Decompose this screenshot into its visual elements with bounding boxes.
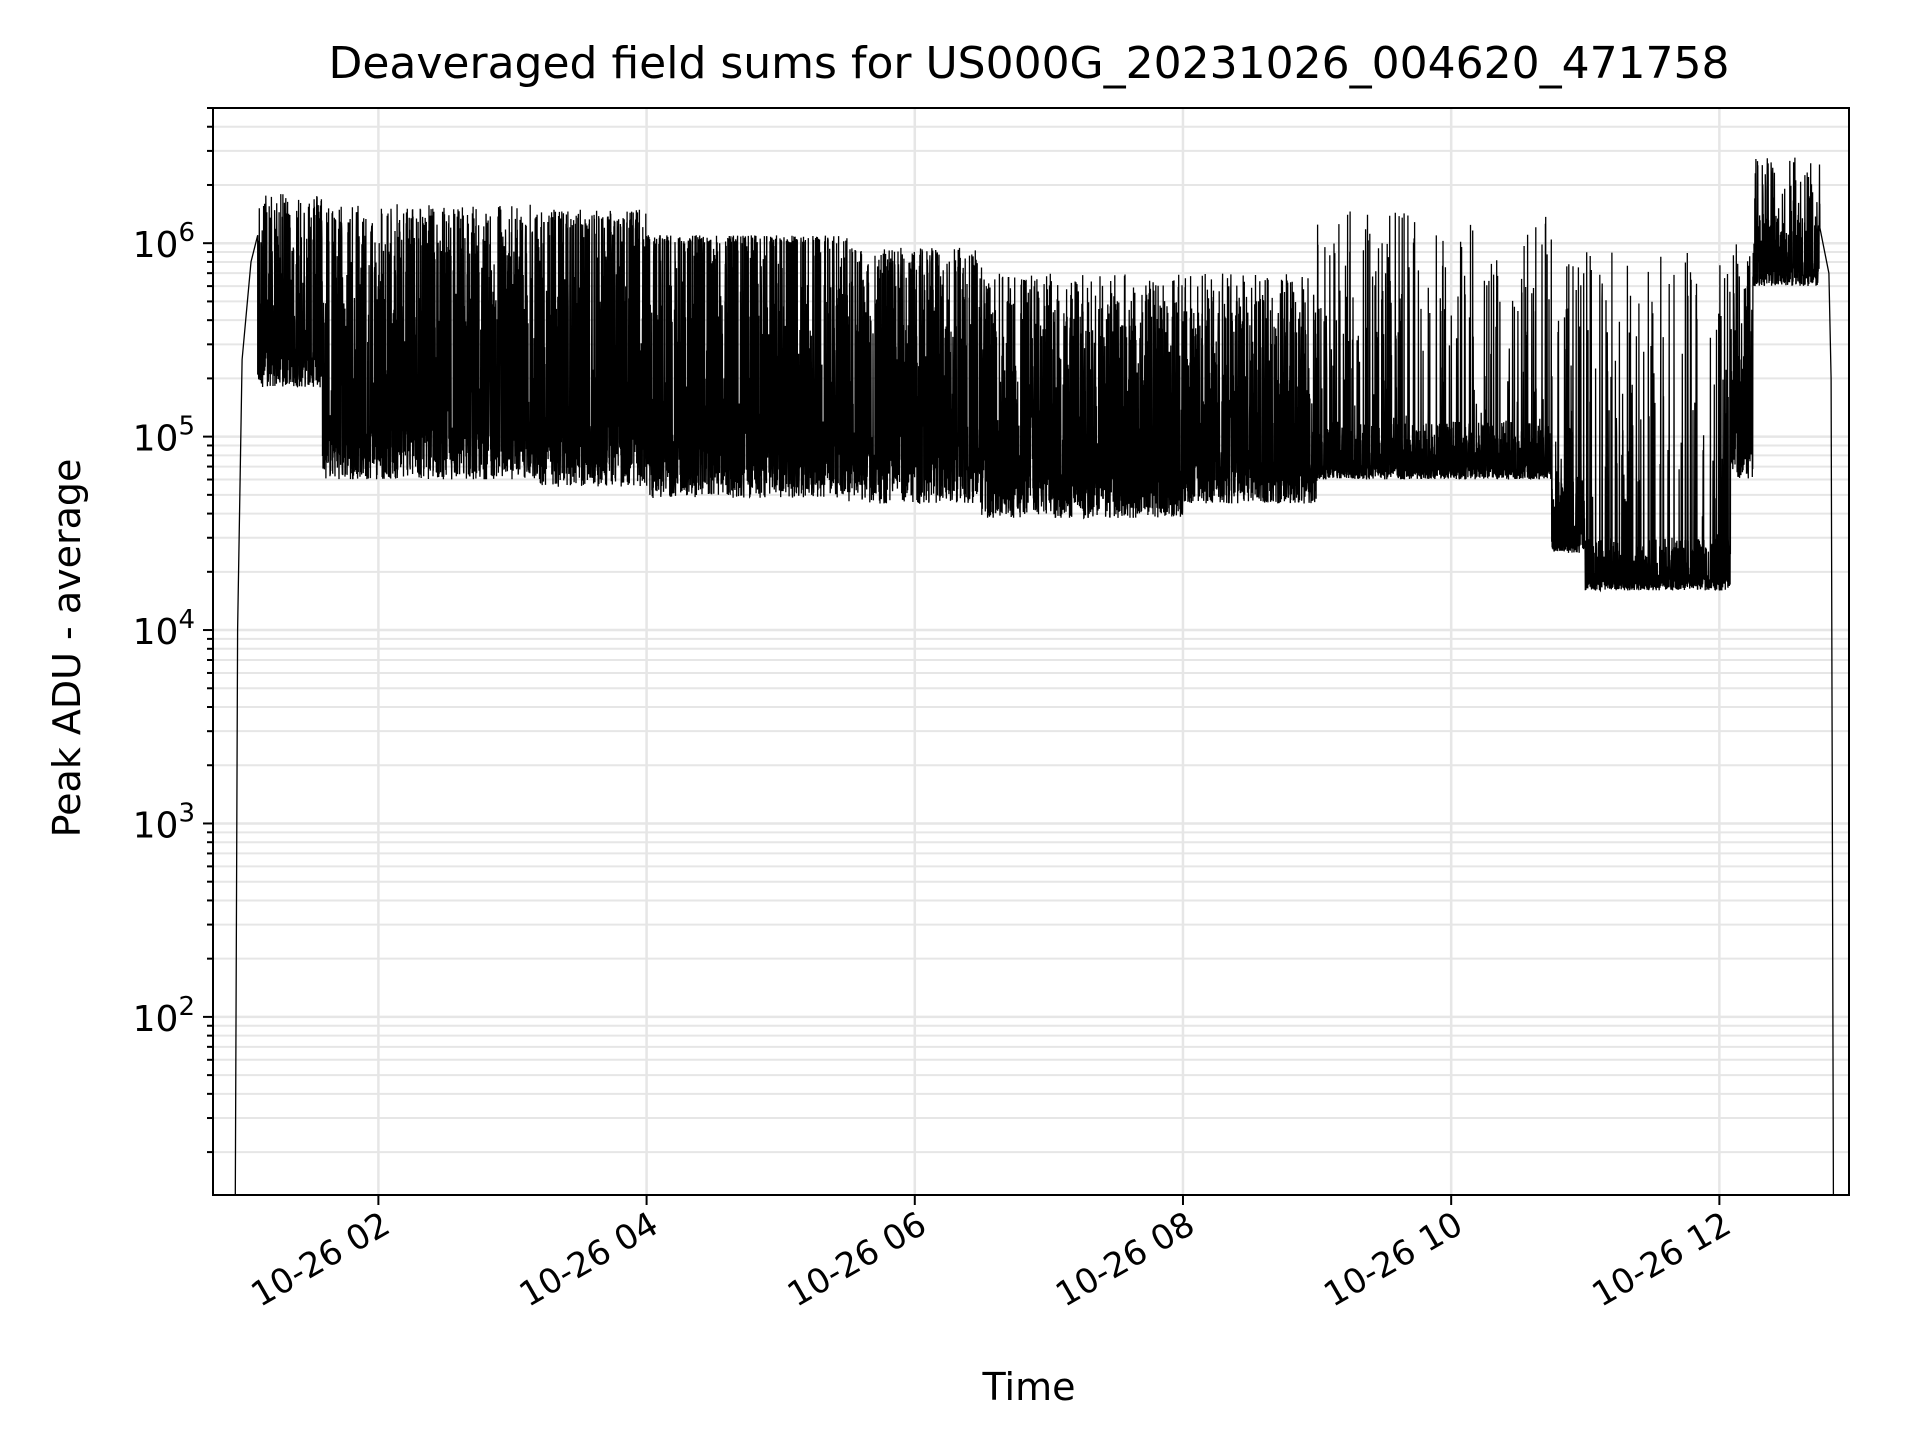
- chart-title: Deaveraged field sums for US000G_2023102…: [328, 38, 1729, 89]
- y-tick-label: 104: [133, 605, 195, 653]
- y-tick-label: 105: [133, 412, 195, 460]
- y-tick-label: 106: [133, 218, 195, 266]
- data-layer: [234, 157, 1835, 1196]
- plot-frame: [212, 107, 1850, 1196]
- y-axis-label: Peak ADU - average: [45, 459, 89, 838]
- x-axis-label: Time: [982, 1365, 1076, 1409]
- y-tick-label: 103: [133, 798, 195, 846]
- series-line: [234, 157, 1835, 1196]
- y-tick-label: 102: [133, 992, 195, 1040]
